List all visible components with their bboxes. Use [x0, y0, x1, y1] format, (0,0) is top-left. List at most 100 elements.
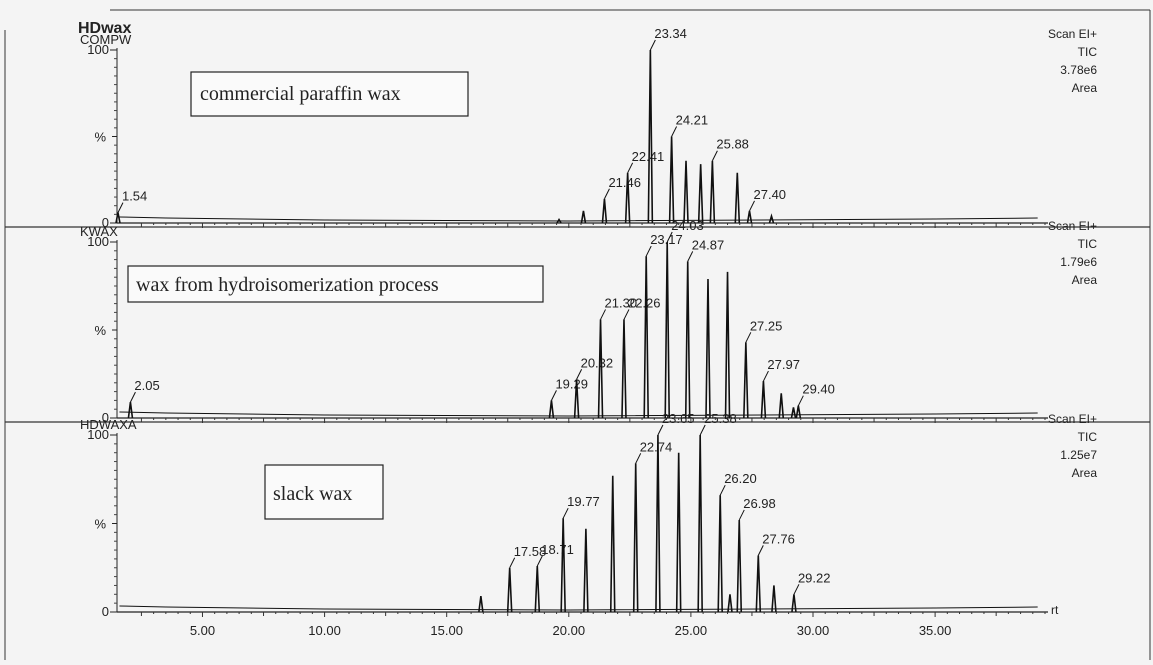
- peak: [624, 172, 631, 224]
- baseline-trace: [119, 216, 1038, 222]
- peak-leader: [635, 453, 642, 464]
- peak: [621, 319, 627, 419]
- x-tick-label: 30.00: [797, 623, 830, 638]
- peak-label: 21.46: [608, 175, 641, 190]
- scan-metadata: Area: [1072, 273, 1098, 287]
- peak-label: 23.34: [654, 26, 687, 41]
- peak-leader: [749, 200, 755, 212]
- peak: [736, 519, 743, 613]
- peak-label: 1.54: [122, 189, 147, 204]
- peak: [580, 210, 587, 224]
- peak-label: 18.71: [541, 542, 574, 557]
- peak-leader: [719, 484, 726, 496]
- peak-label: 27.97: [767, 357, 800, 372]
- peak-leader: [645, 245, 652, 257]
- peak-leader: [117, 202, 124, 213]
- peak-leader: [551, 390, 557, 401]
- peak-leader: [699, 424, 706, 436]
- peak: [709, 160, 716, 224]
- panel-name: HDWAXA: [80, 417, 137, 432]
- peak-label: 20.32: [581, 355, 614, 370]
- peak-label: 27.25: [750, 318, 783, 333]
- peak: [746, 210, 753, 224]
- peak: [683, 160, 689, 224]
- peak-leader: [603, 188, 610, 200]
- annotation-box: [264, 464, 384, 520]
- scan-metadata: Scan EI+: [1048, 219, 1097, 233]
- peak-leader: [711, 150, 718, 161]
- peak: [643, 256, 650, 419]
- peak: [795, 405, 802, 419]
- peak: [724, 271, 731, 419]
- panel-name: KWAX: [80, 224, 118, 239]
- peak: [556, 217, 562, 224]
- y-tick-label: 0: [102, 410, 109, 425]
- peak-label: 29.40: [802, 382, 835, 397]
- x-tick-label: 10.00: [308, 623, 341, 638]
- peak-label: 24.87: [692, 237, 725, 252]
- peak-leader: [762, 370, 769, 382]
- peak-leader: [745, 332, 752, 343]
- y-tick-label: 0: [102, 604, 109, 619]
- peak-leader: [576, 369, 583, 380]
- x-tick-label: 20.00: [553, 623, 586, 638]
- peak-leader: [649, 39, 656, 51]
- peak-label: 2.05: [134, 378, 159, 393]
- x-tick-label: 5.00: [190, 623, 215, 638]
- peak-label: 25.38: [704, 411, 737, 426]
- annotation-box: [190, 71, 469, 117]
- peak: [601, 198, 608, 224]
- peak: [583, 528, 589, 613]
- peak-leader: [793, 584, 800, 595]
- peak-label: 27.40: [754, 187, 787, 202]
- peak: [609, 475, 616, 613]
- peak: [778, 393, 785, 419]
- peak: [632, 463, 639, 613]
- peak-leader: [129, 391, 136, 403]
- peak-label: 27.76: [762, 531, 795, 546]
- peak-leader: [623, 309, 630, 320]
- scan-metadata: TIC: [1078, 237, 1098, 251]
- peak-label: 23.17: [650, 232, 683, 247]
- peak-leader: [657, 424, 664, 436]
- baseline-trace: [119, 411, 1038, 417]
- peak-leader: [562, 507, 569, 519]
- peak-leader: [738, 509, 745, 521]
- peak-label: 22.26: [628, 295, 661, 310]
- peak-label: 23.65: [662, 411, 695, 426]
- panel-name: COMPW: [80, 32, 132, 47]
- peak-label: 24.03: [671, 218, 704, 233]
- peak-leader: [757, 545, 764, 556]
- peak-label: 24.21: [676, 113, 709, 128]
- peak: [668, 136, 675, 224]
- scan-metadata: TIC: [1078, 45, 1098, 59]
- scan-metadata: Scan EI+: [1048, 412, 1097, 426]
- peak-leader: [797, 395, 804, 406]
- scan-metadata: 3.78e6: [1060, 63, 1097, 77]
- peak-label: 19.29: [555, 376, 588, 391]
- peak: [655, 434, 661, 613]
- scan-metadata: Area: [1072, 81, 1098, 95]
- scan-metadata: Area: [1072, 466, 1098, 480]
- peak: [760, 380, 767, 419]
- y-axis-label: %: [94, 517, 106, 532]
- peak-leader: [666, 231, 673, 243]
- peak: [743, 342, 749, 419]
- peak: [664, 241, 671, 419]
- peak-label: 17.58: [514, 544, 547, 559]
- baseline-trace: [119, 605, 1038, 611]
- annotation-text: slack wax: [273, 483, 352, 505]
- y-axis-label: %: [94, 323, 106, 338]
- peak: [727, 594, 733, 613]
- peak-label: 25.88: [716, 137, 749, 152]
- peak-label: 29.22: [798, 570, 831, 585]
- peak: [478, 595, 484, 613]
- peak: [768, 213, 775, 224]
- peak-leader: [671, 126, 678, 137]
